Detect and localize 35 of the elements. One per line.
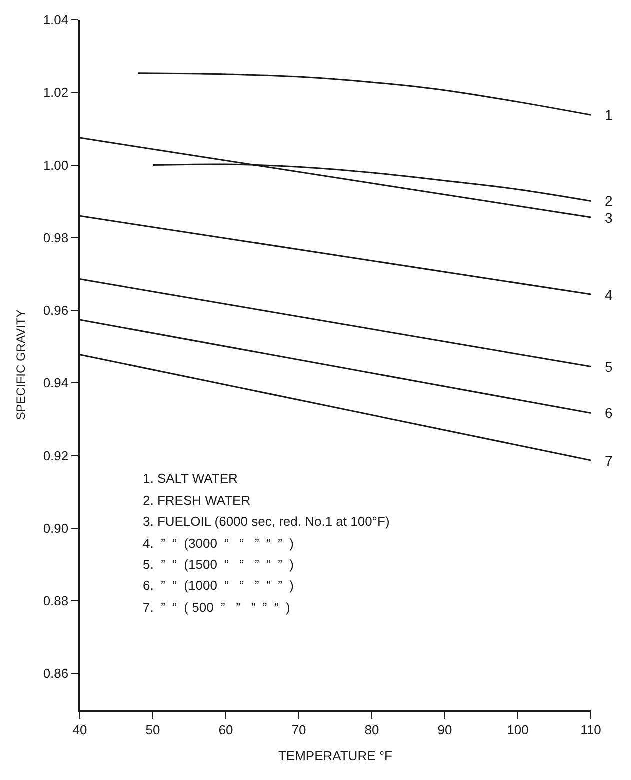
- x-tick-label: 50: [146, 722, 160, 738]
- x-tick-label: 100: [507, 722, 529, 738]
- annotation: 4. ” ” (3000 ” ” ” ” ” ): [143, 536, 294, 551]
- series-label: 5: [605, 359, 613, 375]
- y-axis-title: SPECIFIC GRAVITY: [14, 310, 28, 420]
- y-tick-label: 0.96: [43, 303, 69, 318]
- x-tick-label: 80: [364, 722, 380, 738]
- x-tick-label: 60: [218, 722, 234, 738]
- y-tick-label: 1.04: [43, 12, 69, 28]
- y-tick-label: 0.86: [43, 666, 69, 682]
- x-axis-title: TEMPERATURE °F: [278, 748, 393, 764]
- annotation: 2. FRESH WATER: [143, 493, 251, 508]
- y-tick-label: 0.98: [43, 230, 69, 246]
- y-tick-label: 1.02: [43, 85, 69, 100]
- y-tick-label: 0.90: [43, 520, 69, 536]
- x-tick-label: 40: [72, 722, 88, 738]
- series-label: 7: [605, 453, 613, 469]
- annotation: 6. ” ” (1000 ” ” ” ” ” ): [143, 578, 294, 593]
- y-tick-label: 1.00: [43, 158, 69, 173]
- x-tick-label: 110: [580, 722, 602, 738]
- series-label: 3: [605, 210, 613, 226]
- x-tick-label: 90: [438, 722, 452, 738]
- annotation: 7. ” ” ( 500 ” ” ” ” ” ): [143, 600, 290, 615]
- series-label: 2: [605, 193, 613, 209]
- line-series: [138, 72, 591, 116]
- y-tick-label: 0.88: [43, 594, 69, 609]
- series-label: 6: [605, 405, 613, 421]
- series-label: 1: [605, 107, 613, 123]
- annotation: 1. SALT WATER: [143, 471, 238, 486]
- y-tick-label: 0.94: [43, 376, 69, 391]
- x-tick-label: 70: [292, 722, 306, 738]
- annotation: 3. FUELOIL (6000 sec, red. No.1 at 100°F): [143, 514, 390, 529]
- annotation: 5. ” ” (1500 ” ” ” ” ” ): [143, 557, 294, 572]
- series-label: 4: [605, 287, 613, 303]
- y-tick-label: 0.92: [43, 448, 69, 464]
